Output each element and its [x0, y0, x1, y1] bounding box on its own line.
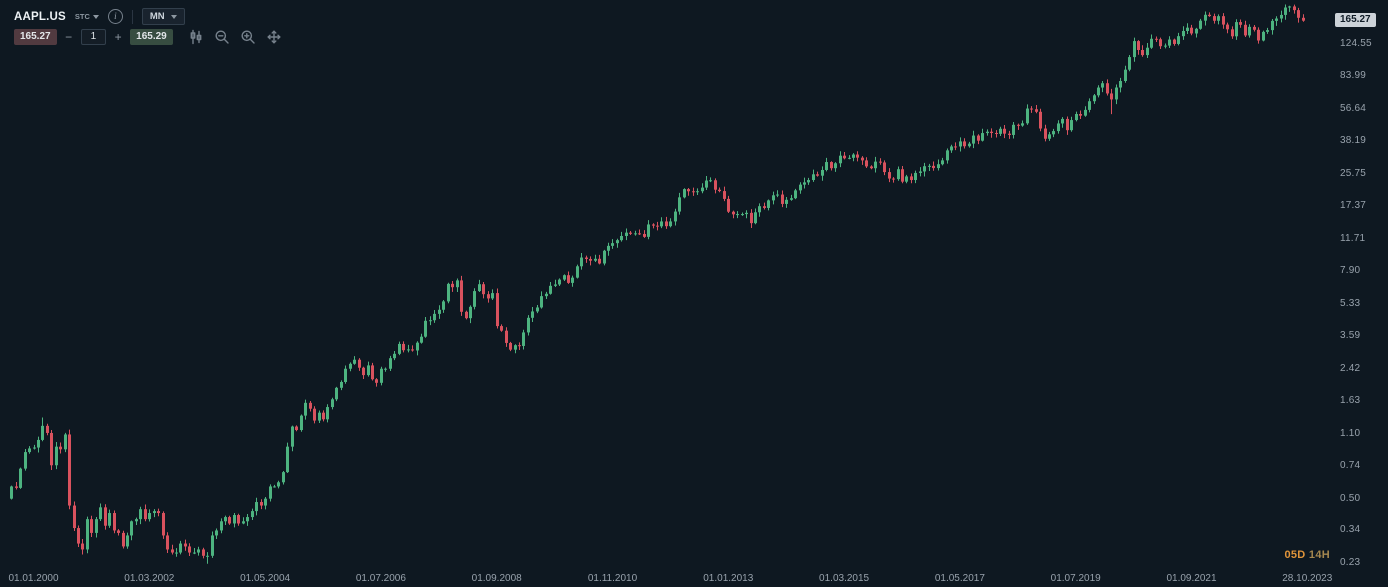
price-tick-label: 124.55 [1340, 38, 1372, 49]
date-tick-label: 28.10.2023 [1282, 573, 1333, 584]
date-tick-label: 01.05.2004 [240, 573, 291, 584]
date-tick-label: 01.09.2008 [471, 573, 522, 584]
zoom-out-icon[interactable] [214, 29, 230, 45]
date-tick-label: 01.01.2013 [703, 573, 754, 584]
chart-type-icon[interactable] [188, 29, 204, 45]
price-tick-label: 1.63 [1340, 395, 1361, 407]
price-axis[interactable]: 165.27 124.55 83.99 56.64 38.19 25.75 17.37 11… [1334, 0, 1388, 569]
countdown-hours: 14H [1308, 549, 1330, 561]
price-tick-label: 25.75 [1340, 167, 1367, 179]
market-segment-label: STC [74, 12, 90, 21]
price-tick-label: 5.33 [1340, 297, 1361, 309]
date-tick-label: 01.11.2010 [587, 573, 638, 584]
date-tick-label: 01.07.2019 [1050, 573, 1101, 584]
volume-input[interactable]: 1 [80, 29, 107, 45]
chevron-down-icon [92, 14, 99, 19]
price-tick-label: 3.59 [1340, 330, 1361, 342]
quick-trade-widget: 165.27 − 1 + 165.29 [14, 29, 282, 45]
candlestick-chart[interactable] [0, 0, 1334, 569]
candle-countdown: 05D 14H [1284, 549, 1330, 561]
timeframe-label: MN [149, 11, 165, 22]
time-axis[interactable]: 01.01.2000 01.03.2002 01.05.2004 01.07.2006… [0, 569, 1334, 587]
volume-increase-button[interactable]: + [114, 30, 122, 44]
price-tick-label: 0.74 [1340, 460, 1361, 472]
price-tick-label: 11.71 [1340, 232, 1366, 244]
price-tick-label: 38.19 [1340, 135, 1367, 147]
chart-header: AAPL.US STC i MN [14, 8, 185, 25]
countdown-days: 05D [1284, 549, 1306, 561]
price-tick-label: 2.42 [1340, 362, 1361, 374]
timeframe-button[interactable]: MN [141, 8, 185, 25]
pan-move-icon[interactable] [266, 29, 282, 45]
price-tick-label: 83.99 [1340, 70, 1367, 82]
price-tick-label: 17.37 [1340, 200, 1367, 212]
price-tick-label: 7.90 [1340, 265, 1361, 277]
price-tick-label: 0.50 [1340, 492, 1361, 504]
buy-price-button[interactable]: 165.29 [130, 29, 173, 45]
date-tick-label: 01.03.2015 [819, 573, 870, 584]
market-segment-dropdown[interactable]: STC [75, 12, 99, 21]
date-tick-label: 01.01.2000 [8, 573, 59, 584]
header-divider [131, 9, 133, 24]
chevron-down-icon [170, 14, 177, 19]
symbol-label: AAPL.US [14, 10, 66, 23]
date-tick-label: 01.07.2006 [355, 573, 406, 584]
date-tick-label: 01.03.2002 [124, 573, 175, 584]
price-tick-label: 56.64 [1340, 102, 1367, 114]
price-tick-label: 0.23 [1340, 556, 1361, 568]
date-tick-label: 01.05.2017 [934, 573, 985, 584]
instrument-info-icon[interactable]: i [107, 9, 123, 24]
volume-decrease-button[interactable]: − [65, 30, 73, 44]
current-price-tag: 165.27 [1335, 12, 1376, 27]
price-tick-label: 0.34 [1340, 524, 1361, 536]
zoom-in-icon[interactable] [240, 29, 256, 45]
price-tick-label: 1.10 [1340, 427, 1361, 439]
sell-price-button[interactable]: 165.27 [14, 29, 57, 45]
date-tick-label: 01.09.2021 [1166, 573, 1217, 584]
chart-toolbar [188, 29, 282, 45]
